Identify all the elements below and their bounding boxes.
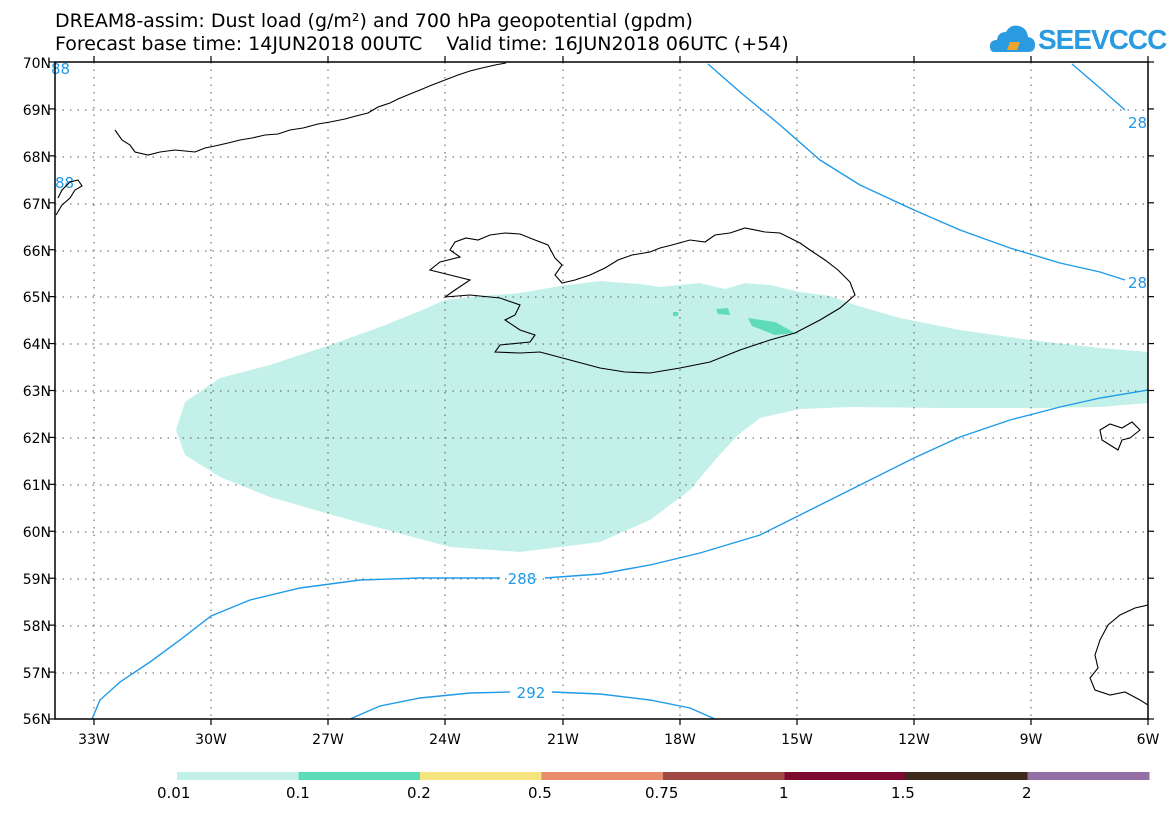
map-title-line1: DREAM8-assim: Dust load (g/m²) and 700 h…: [55, 10, 693, 32]
contour-label-28: 28: [1128, 114, 1147, 132]
contour-label-88: 88: [55, 174, 74, 192]
lat-label: 59N: [23, 572, 51, 588]
lon-label: 30W: [195, 732, 227, 748]
lon-label: 21W: [547, 732, 579, 748]
lat-label: 63N: [23, 384, 51, 400]
legend-label: 1.5: [891, 784, 915, 802]
contour-288: [544, 389, 1149, 579]
legend-label: 0.2: [407, 784, 431, 802]
legend-swatch: [298, 772, 421, 780]
legend-label: 2: [1022, 784, 1032, 802]
lat-label: 61N: [23, 478, 51, 494]
lat-label: 68N: [23, 150, 51, 166]
legend-label: 0.75: [645, 784, 679, 802]
legend-swatch: [177, 772, 299, 780]
legend-swatch: [1027, 772, 1150, 780]
coastline-faroe: [1099, 421, 1141, 451]
lon-label: 24W: [429, 732, 461, 748]
contour-upper: [1071, 63, 1126, 111]
lat-label: 60N: [23, 525, 51, 541]
lat-label: 56N: [23, 712, 51, 728]
lat-label: 57N: [23, 666, 51, 682]
contour-label-288: 288: [508, 570, 537, 588]
lon-label: 12W: [898, 732, 930, 748]
contour-288: [91, 577, 500, 720]
legend-swatch: [663, 772, 785, 780]
coastline-scotland: [1089, 604, 1149, 706]
contour-label-28: 28: [1128, 274, 1147, 292]
lon-label: 15W: [781, 732, 813, 748]
lat-label: 64N: [23, 337, 51, 353]
dust-area-mid: [673, 312, 678, 316]
lat-label: 65N: [23, 290, 51, 306]
contour-label-292: 292: [517, 684, 546, 702]
lat-label: 69N: [23, 103, 51, 119]
legend-label: 1: [779, 784, 789, 802]
lat-label: 70N: [23, 56, 51, 72]
latitude-labels: 70N 69N 68N 67N 66N 65N 64N 63N 62N 61N …: [23, 56, 51, 728]
lon-label: 6W: [1137, 732, 1160, 748]
dust-area-mid: [716, 308, 730, 315]
legend-swatch: [420, 772, 542, 780]
geopotential-contours: [91, 63, 1149, 720]
dust-area-mid: [748, 318, 795, 335]
legend-swatch: [906, 772, 1028, 780]
gridlines: [55, 62, 1148, 719]
lon-label: 27W: [312, 732, 344, 748]
legend-colorbar: [177, 772, 1150, 780]
coastline-iceland: [428, 227, 856, 374]
legend-label: 0.1: [286, 784, 310, 802]
lon-label: 18W: [664, 732, 696, 748]
legend-label: 0.01: [157, 784, 191, 802]
longitude-labels: 33W 30W 27W 24W 21W 18W 15W 12W 9W 6W: [78, 732, 1159, 748]
legend-label: 0.5: [528, 784, 552, 802]
lat-label: 62N: [23, 431, 51, 447]
legend-swatch: [784, 772, 907, 780]
coastline-greenland: [55, 179, 83, 216]
lat-label: 66N: [23, 244, 51, 260]
dust-area-low: [176, 281, 1148, 552]
legend-swatch: [541, 772, 664, 780]
contour-labels: 288 292 88 88 28 28: [51, 60, 1147, 702]
cloud-icon: [990, 25, 1035, 52]
lat-label: 67N: [23, 197, 51, 213]
lat-label: 58N: [23, 619, 51, 635]
map-title-line2: Forecast base time: 14JUN2018 00UTC Vali…: [55, 33, 789, 55]
contour-label-88: 88: [51, 60, 70, 78]
coastline-greenland: [114, 62, 507, 156]
coastlines: [55, 62, 1149, 706]
contour-upper: [707, 63, 1126, 281]
lon-label: 9W: [1020, 732, 1043, 748]
logo-text: SEEVCCC: [1038, 24, 1167, 55]
lon-label: 33W: [78, 732, 110, 748]
contour-292: [349, 691, 511, 720]
contour-292: [551, 691, 716, 720]
